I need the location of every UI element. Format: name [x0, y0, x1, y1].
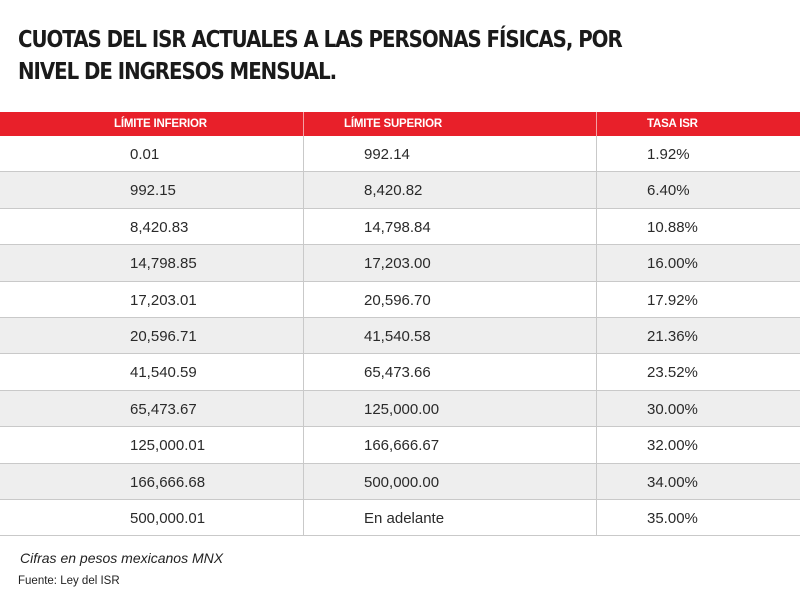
- cell-limite-superior: 125,000.00: [364, 400, 440, 418]
- cell-limite-inferior: 41,540.59: [130, 364, 197, 382]
- column-divider: [303, 172, 304, 209]
- cell-tasa-isr: 16.00%: [647, 255, 698, 273]
- table-row: 14,798.85 17,203.00 16.00%: [0, 245, 800, 282]
- table-row: 41,540.59 65,473.66 23.52%: [0, 354, 800, 391]
- cell-limite-inferior: 14,798.85: [130, 255, 197, 273]
- column-divider: [303, 354, 304, 391]
- cell-limite-inferior: 20,596.71: [130, 327, 197, 345]
- column-divider: [596, 172, 597, 209]
- table-header: LÍMITE INFERIOR LÍMITE SUPERIOR TASA ISR: [0, 112, 800, 136]
- cell-limite-inferior: 65,473.67: [130, 400, 197, 418]
- cell-limite-superior: 992.14: [364, 146, 410, 163]
- column-divider: [596, 317, 597, 354]
- column-divider: [303, 390, 304, 427]
- column-divider: [303, 463, 304, 500]
- cell-tasa-isr: 34.00%: [647, 473, 698, 491]
- cell-limite-inferior: 8,420.83: [130, 218, 189, 236]
- cell-limite-inferior: 125,000.01: [130, 437, 206, 455]
- cell-limite-superior: 8,420.82: [364, 182, 423, 200]
- cell-limite-superior: 500,000.00: [364, 473, 440, 491]
- cell-limite-superior: 166,666.67: [364, 437, 440, 455]
- column-divider: [596, 354, 597, 391]
- cell-limite-superior: En adelante: [364, 509, 445, 527]
- cell-limite-superior: 65,473.66: [364, 364, 431, 382]
- currency-note: Cifras en pesos mexicanos MNX: [20, 550, 224, 566]
- header-divider: [303, 112, 304, 136]
- column-divider: [303, 499, 304, 536]
- table-row: 0.01 992.14 1.92%: [0, 136, 800, 173]
- table-row: 500,000.01 En adelante 35.00%: [0, 499, 800, 537]
- cell-limite-superior: 17,203.00: [364, 255, 431, 273]
- cell-tasa-isr: 32.00%: [647, 437, 698, 455]
- table-row: 17,203.01 20,596.70 17.92%: [0, 281, 800, 318]
- header-limite-superior: LÍMITE SUPERIOR: [344, 118, 442, 130]
- column-divider: [303, 136, 304, 172]
- table-row: 20,596.71 41,540.58 21.36%: [0, 317, 800, 355]
- cell-limite-inferior: 166,666.68: [130, 473, 206, 491]
- cell-limite-inferior: 17,203.01: [130, 291, 197, 309]
- header-tasa-isr: TASA ISR: [647, 118, 698, 130]
- table-row: 8,420.83 14,798.84 10.88%: [0, 208, 800, 246]
- cell-tasa-isr: 10.88%: [647, 218, 698, 236]
- cell-limite-superior: 41,540.58: [364, 327, 431, 345]
- column-divider: [596, 245, 597, 282]
- column-divider: [596, 463, 597, 500]
- table-body: 0.01 992.14 1.92% 992.15 8,420.82 6.40% 8,420.…: [0, 136, 800, 537]
- table-row: 992.15 8,420.82 6.40%: [0, 172, 800, 209]
- column-divider: [596, 136, 597, 172]
- column-divider: [596, 427, 597, 464]
- cell-limite-superior: 14,798.84: [364, 218, 431, 236]
- column-divider: [303, 208, 304, 245]
- isr-rate-table: LÍMITE INFERIOR LÍMITE SUPERIOR TASA ISR…: [0, 112, 800, 537]
- cell-limite-inferior: 992.15: [130, 182, 176, 200]
- table-row: 65,473.67 125,000.00 30.00%: [0, 390, 800, 428]
- cell-tasa-isr: 17.92%: [647, 291, 698, 309]
- cell-limite-inferior: 500,000.01: [130, 509, 206, 527]
- cell-limite-inferior: 0.01: [130, 146, 160, 163]
- cell-tasa-isr: 6.40%: [647, 182, 690, 200]
- column-divider: [303, 317, 304, 354]
- header-limite-inferior: LÍMITE INFERIOR: [114, 118, 207, 130]
- chart-title: CUOTAS DEL ISR ACTUALES A LAS PERSONAS F…: [18, 27, 623, 85]
- cell-tasa-isr: 1.92%: [647, 146, 690, 163]
- header-divider: [596, 112, 597, 136]
- column-divider: [303, 281, 304, 318]
- table-row: 166,666.68 500,000.00 34.00%: [0, 463, 800, 500]
- cell-tasa-isr: 23.52%: [647, 364, 698, 382]
- table-row: 125,000.01 166,666.67 32.00%: [0, 427, 800, 464]
- cell-tasa-isr: 21.36%: [647, 327, 698, 345]
- cell-limite-superior: 20,596.70: [364, 291, 431, 309]
- column-divider: [303, 427, 304, 464]
- source-note: Fuente: Ley del ISR: [18, 575, 120, 587]
- column-divider: [303, 245, 304, 282]
- column-divider: [596, 281, 597, 318]
- column-divider: [596, 499, 597, 536]
- column-divider: [596, 208, 597, 245]
- cell-tasa-isr: 35.00%: [647, 509, 698, 527]
- column-divider: [596, 390, 597, 427]
- cell-tasa-isr: 30.00%: [647, 400, 698, 418]
